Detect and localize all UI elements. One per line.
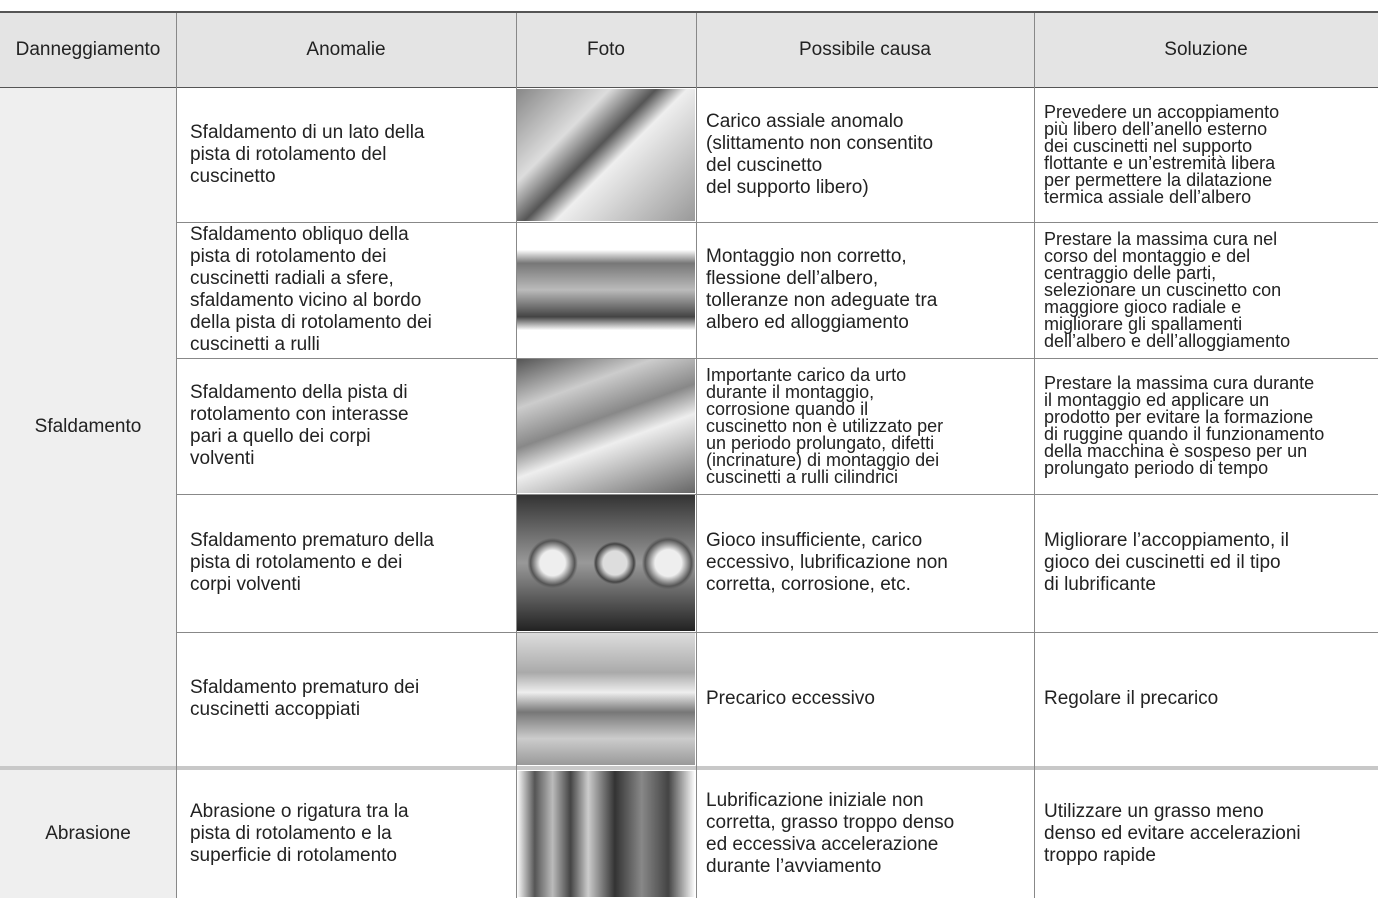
row-rule [176, 494, 1378, 495]
row-rule [176, 632, 1378, 633]
photo [517, 89, 695, 221]
cause-cell: Carico assiale anomalo (slittamento non … [706, 111, 934, 198]
photo [517, 495, 695, 631]
col-rule [1034, 13, 1035, 898]
damage-cell: Sfaldamento [34, 416, 142, 437]
cause-cell: Importante carico da urto durante il mon… [706, 364, 944, 487]
group-rule [0, 766, 1378, 770]
anomaly-cell: Sfaldamento prematuro della pista di rot… [190, 530, 434, 595]
solution-cell: Prestare la massima cura nel corso del m… [1044, 228, 1291, 351]
solution-cell: Migliorare l’accoppiamento, il gioco dei… [1044, 530, 1289, 595]
row-rule [176, 358, 1378, 359]
photo [517, 633, 695, 765]
solution-cell: Prevedere un accoppiamento più libero de… [1044, 102, 1280, 207]
anomaly-cell: Abrasione o rigatura tra la pista di rot… [190, 801, 409, 866]
solution-cell: Utilizzare un grasso meno denso ed evita… [1044, 801, 1301, 866]
first-col-bg [0, 88, 176, 898]
col-rule [516, 13, 517, 898]
cause-cell: Montaggio non corretto, flessione dell’a… [706, 246, 938, 333]
cause-cell: Lubrificazione iniziale non corretta, gr… [706, 790, 955, 877]
row-rule [176, 222, 1378, 223]
anomaly-cell: Sfaldamento obliquo della pista di rotol… [190, 224, 432, 355]
damage-cell: Abrasione [45, 823, 131, 844]
col-rule [176, 13, 177, 898]
anomaly-cell: Sfaldamento di un lato della pista di ro… [190, 122, 425, 187]
header-cell: Possibile causa [798, 39, 932, 60]
header-cell: Foto [586, 39, 626, 60]
solution-cell: Regolare il precarico [1044, 688, 1219, 709]
photo [517, 359, 695, 493]
header-cell: Danneggiamento [15, 39, 161, 60]
anomaly-cell: Sfaldamento della pista di rotolamento c… [190, 382, 409, 469]
header-cell: Soluzione [1164, 39, 1248, 60]
anomaly-cell: Sfaldamento prematuro dei cuscinetti acc… [190, 677, 420, 720]
solution-cell: Prestare la massima cura durante il mont… [1044, 373, 1325, 478]
col-rule [696, 13, 697, 898]
photo [517, 223, 695, 357]
header-rule [0, 87, 1378, 88]
top-rule [0, 11, 1378, 13]
cause-cell: Gioco insufficiente, carico eccessivo, l… [706, 530, 948, 595]
cause-cell: Precarico eccessivo [706, 688, 875, 709]
header-bg [0, 13, 1378, 87]
photo [517, 771, 695, 897]
header-cell: Anomalie [306, 39, 386, 60]
